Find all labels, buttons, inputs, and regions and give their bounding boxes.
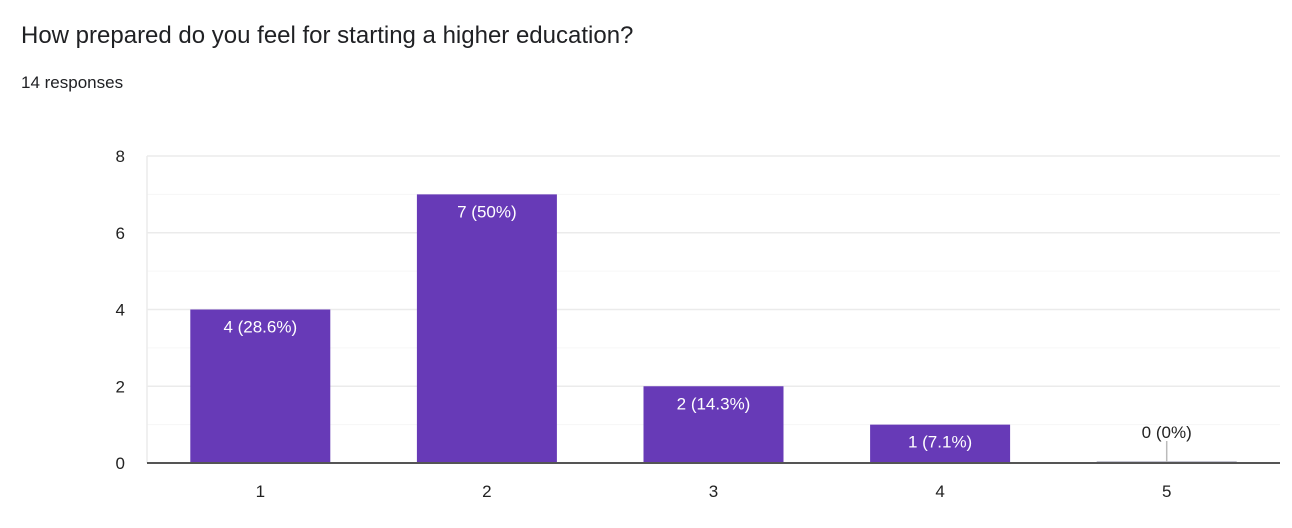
bar [416, 194, 557, 463]
y-tick-label: 8 [116, 147, 125, 166]
y-tick-label: 6 [116, 224, 125, 243]
bar [870, 424, 1011, 463]
x-tick-label: 3 [709, 482, 718, 501]
x-tick-label: 2 [482, 482, 491, 501]
bar [643, 386, 784, 463]
y-tick-label: 4 [116, 301, 125, 320]
x-tick-label: 5 [1162, 482, 1171, 501]
data-label: 1 (7.1%) [908, 433, 972, 452]
data-label: 7 (50%) [457, 202, 517, 221]
question-title: How prepared do you feel for starting a … [21, 22, 634, 49]
y-tick-label: 2 [116, 377, 125, 396]
response-count: 14 responses [21, 73, 124, 92]
data-label: 0 (0%) [1142, 423, 1192, 442]
data-label: 4 (28.6%) [223, 318, 297, 337]
bar [190, 309, 331, 463]
data-label: 2 (14.3%) [677, 394, 751, 413]
y-tick-label: 0 [116, 454, 125, 473]
x-tick-label: 1 [256, 482, 265, 501]
x-tick-label: 4 [935, 482, 944, 501]
